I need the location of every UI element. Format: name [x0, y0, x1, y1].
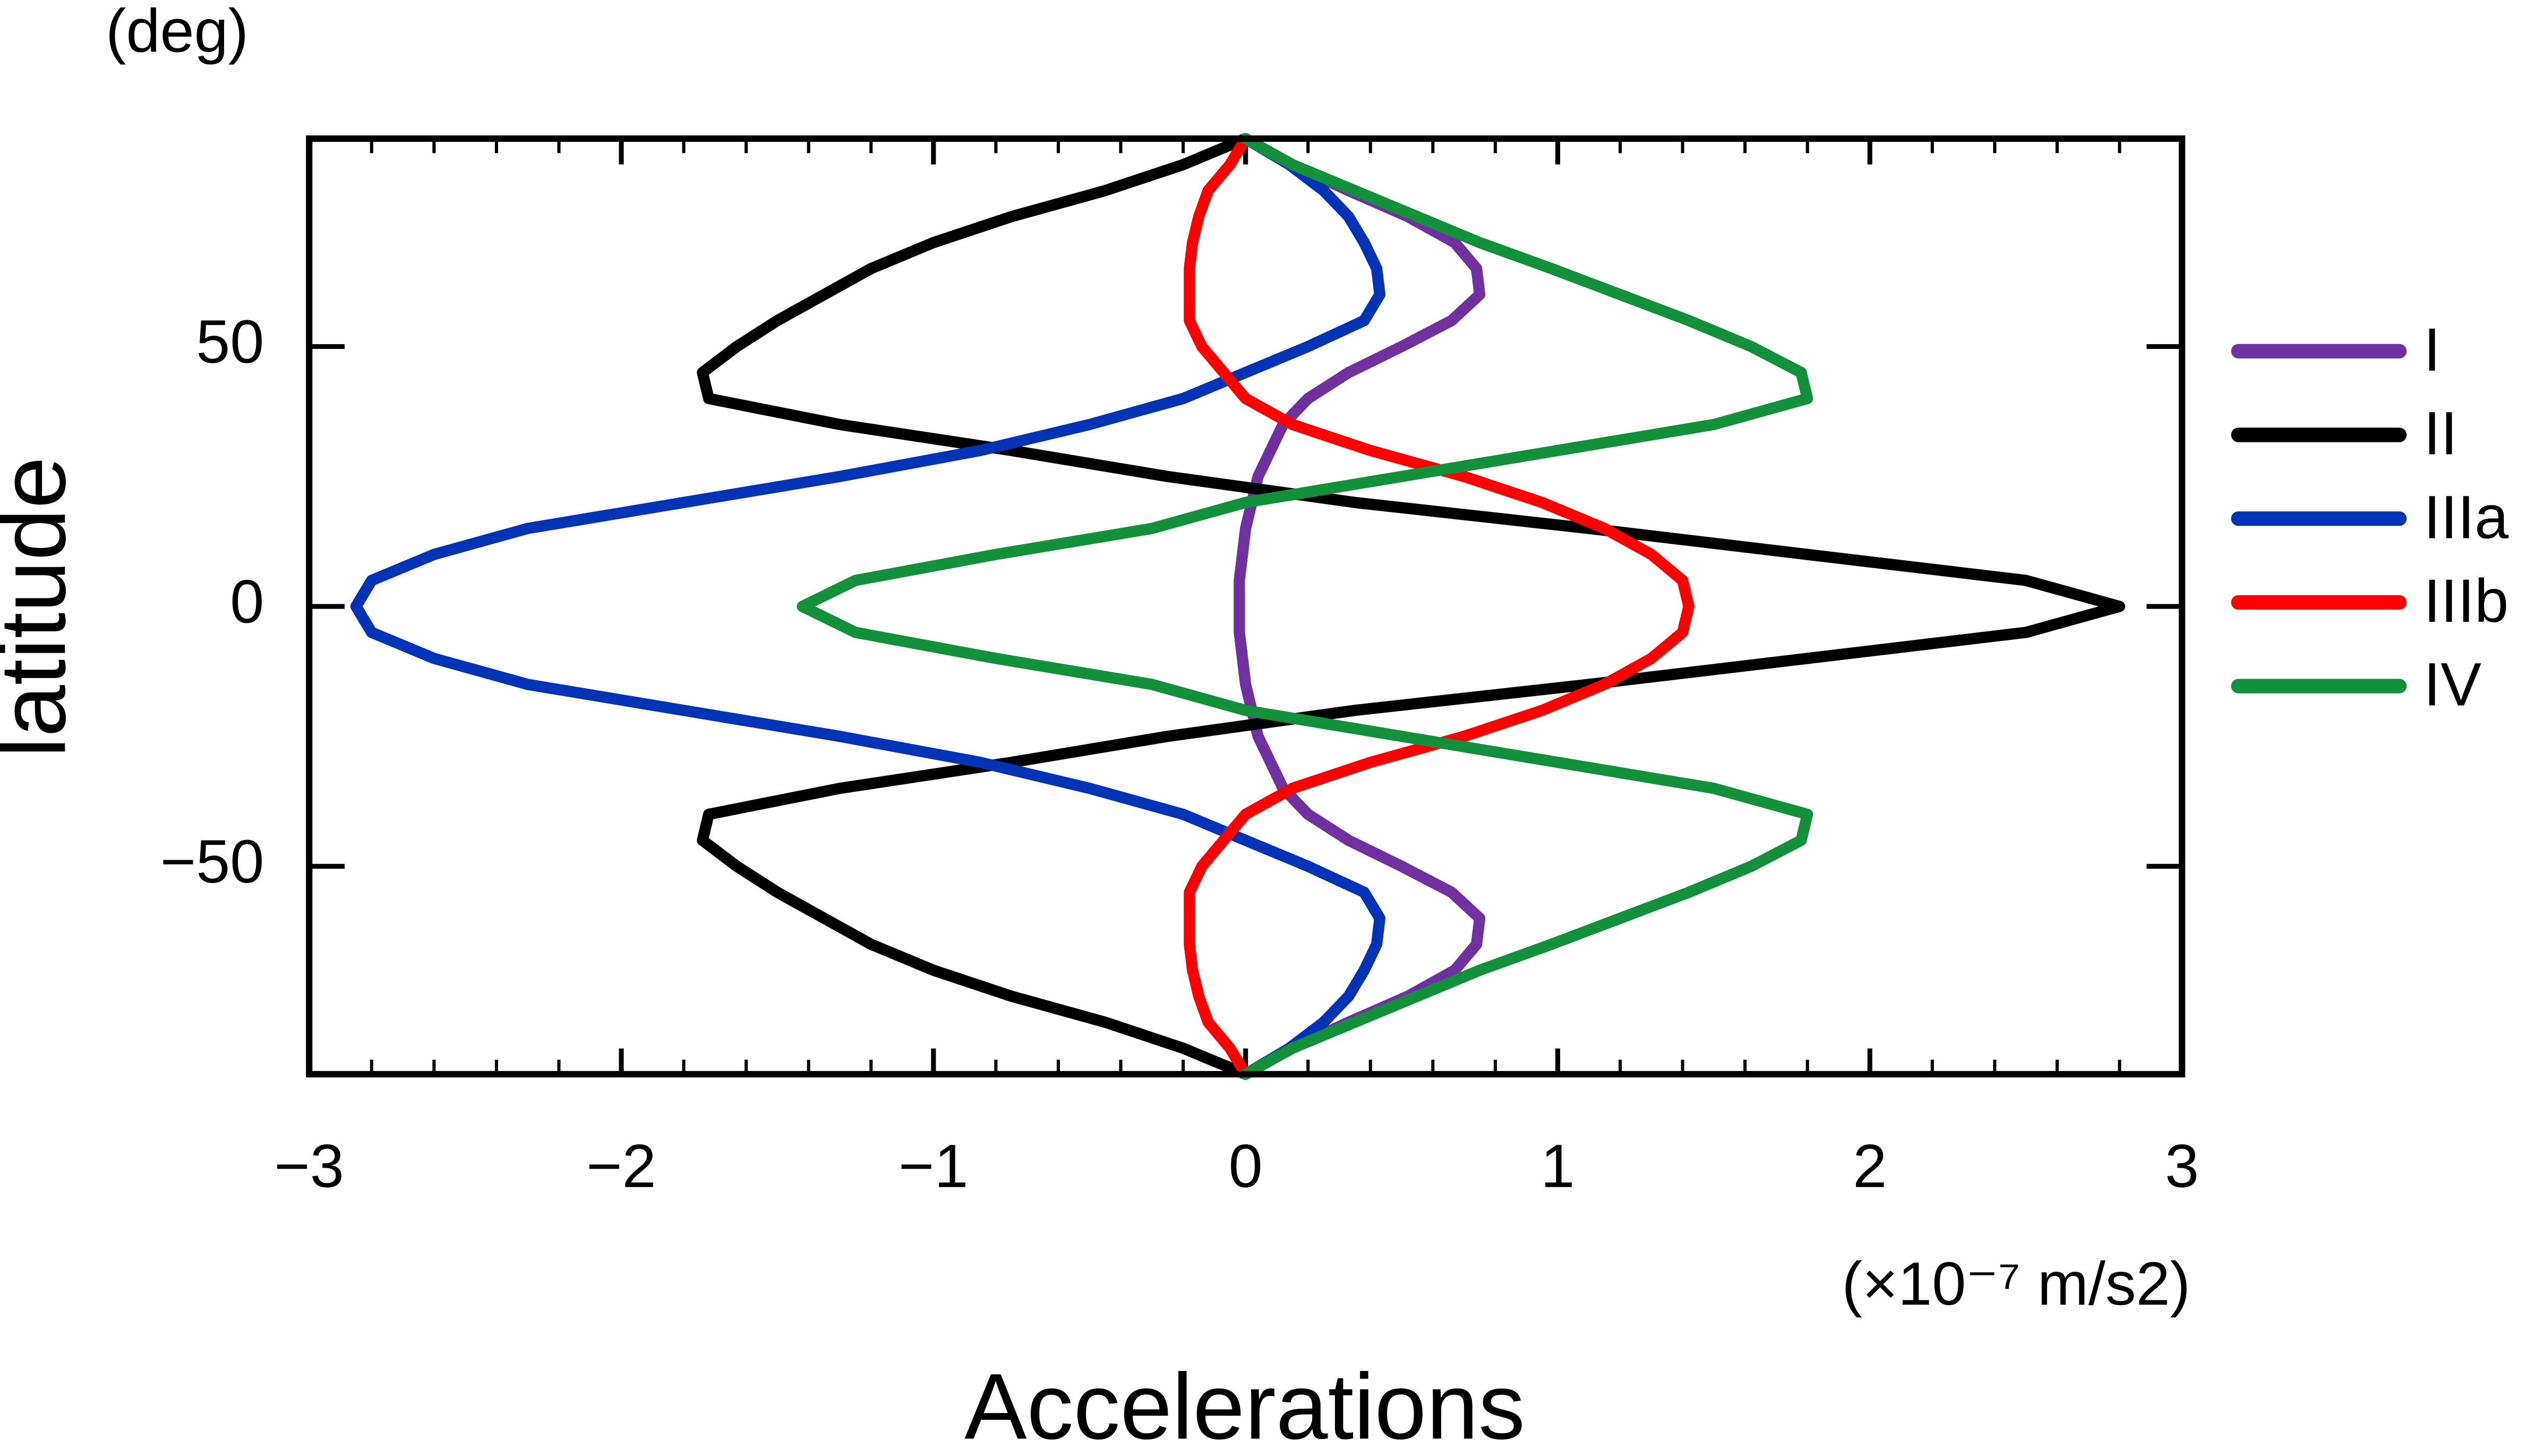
series-line [1184, 133, 1694, 1080]
series-line [697, 133, 2126, 1080]
x-axis-unit: (×10⁻⁷ m/s2) [1842, 1250, 2190, 1318]
legend-label: IIIa [2424, 483, 2509, 551]
x-tick-label: −3 [275, 1132, 344, 1200]
x-tick-label: 3 [2165, 1132, 2199, 1200]
y-axis-unit: (deg) [106, 0, 249, 65]
legend-label: II [2424, 400, 2458, 468]
y-tick-label: 50 [196, 308, 264, 376]
x-tick-label: 1 [1540, 1132, 1574, 1200]
x-tick-label: 2 [1853, 1132, 1887, 1200]
series-line [1234, 133, 1486, 1080]
legend-label: I [2424, 316, 2441, 384]
legend-label: IIIb [2424, 567, 2509, 635]
legend-label: IV [2424, 651, 2481, 719]
x-axis-title: Accelerations [964, 1355, 1525, 1456]
x-tick-label: 0 [1229, 1132, 1263, 1200]
plot-frame [306, 135, 2186, 1078]
x-tick-label: −1 [898, 1132, 968, 1200]
x-tick-label: −2 [586, 1132, 656, 1200]
y-tick-label: 0 [230, 568, 264, 636]
series-line [350, 133, 1386, 1080]
y-axis-title: latitude [0, 457, 85, 758]
series-line [797, 133, 1813, 1080]
y-tick-label: −50 [160, 828, 264, 896]
